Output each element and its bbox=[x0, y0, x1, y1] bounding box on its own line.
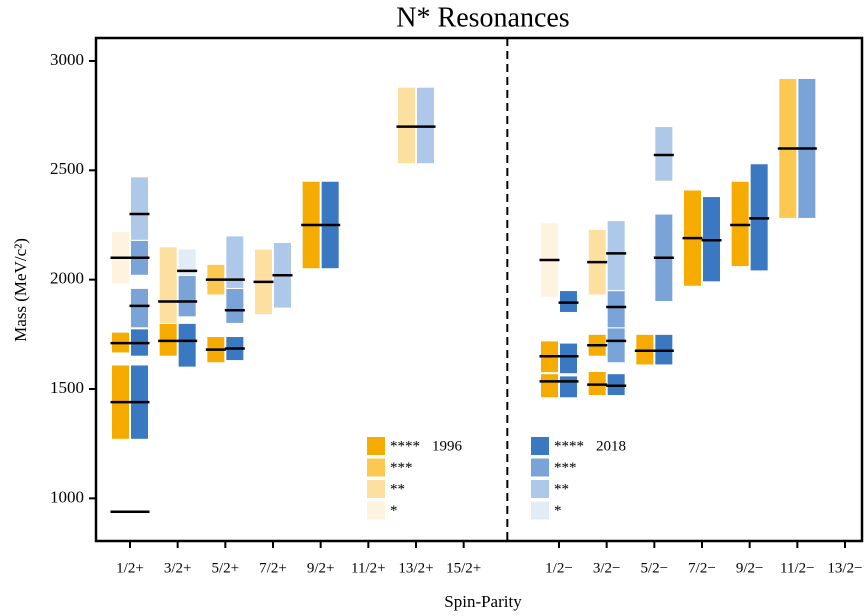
y-tick-label: 1500 bbox=[50, 378, 84, 397]
x-tick-label: 13/2+ bbox=[398, 560, 433, 576]
legend-swatch bbox=[531, 501, 549, 520]
legend-series-name: 1996 bbox=[432, 438, 463, 454]
y-tick-label: 1000 bbox=[50, 487, 84, 506]
resonance-range bbox=[130, 176, 149, 241]
legend-swatch bbox=[531, 437, 549, 455]
y-tick-label: 2000 bbox=[50, 269, 84, 288]
resonance-range bbox=[225, 235, 245, 289]
y-tick-label: 2500 bbox=[50, 159, 84, 178]
legend-swatch bbox=[367, 437, 385, 455]
legend-label: * bbox=[390, 503, 398, 519]
resonance-range bbox=[606, 220, 626, 292]
x-tick-label: 7/2+ bbox=[259, 560, 287, 576]
resonance-range bbox=[177, 248, 197, 276]
resonance-range bbox=[158, 246, 178, 324]
x-tick-label: 5/2− bbox=[641, 560, 669, 576]
legend-swatch bbox=[531, 458, 549, 477]
legend-label: *** bbox=[390, 460, 413, 476]
plot-frame bbox=[94, 36, 864, 543]
legend-label: **** bbox=[390, 438, 420, 454]
legend-label: * bbox=[554, 503, 562, 519]
chart-title: N* Resonances bbox=[396, 2, 569, 33]
x-tick-label: 1/2− bbox=[545, 560, 573, 576]
legend-label: ** bbox=[390, 481, 405, 497]
x-tick-label: 9/2+ bbox=[307, 560, 335, 576]
y-axis-label: Mass (MeV/c²) bbox=[11, 238, 30, 342]
x-tick-label: 11/2+ bbox=[351, 560, 386, 576]
resonance-range bbox=[559, 342, 578, 375]
x-tick-label: 1/2+ bbox=[116, 560, 144, 576]
resonance-range bbox=[225, 287, 245, 324]
legend-label: **** bbox=[554, 438, 584, 454]
x-tick-label: 11/2− bbox=[780, 560, 815, 576]
x-tick-label: 5/2+ bbox=[212, 560, 240, 576]
x-tick-label: 13/2− bbox=[827, 560, 862, 576]
legend-series-name: 2018 bbox=[596, 438, 626, 454]
legend-label: ** bbox=[554, 481, 569, 497]
legend-swatch bbox=[531, 480, 549, 498]
resonance-range bbox=[559, 375, 578, 399]
resonance-range bbox=[606, 290, 626, 329]
legend-label: *** bbox=[554, 460, 577, 476]
x-axis-label: Spin-Parity bbox=[444, 592, 522, 611]
legend-swatch bbox=[367, 458, 385, 477]
x-tick-label: 15/2+ bbox=[446, 560, 481, 576]
legend-swatch bbox=[367, 501, 385, 520]
resonance-range bbox=[540, 373, 559, 399]
legend-swatch bbox=[367, 480, 385, 498]
y-tick-label: 3000 bbox=[50, 50, 84, 69]
x-tick-label: 9/2− bbox=[736, 560, 764, 576]
resonance-range bbox=[130, 287, 149, 329]
x-tick-label: 3/2− bbox=[593, 560, 621, 576]
x-tick-label: 7/2− bbox=[688, 560, 716, 576]
resonance-range bbox=[606, 327, 626, 364]
resonance-range bbox=[177, 322, 197, 368]
x-tick-label: 3/2+ bbox=[164, 560, 192, 576]
resonance-range bbox=[177, 274, 197, 318]
